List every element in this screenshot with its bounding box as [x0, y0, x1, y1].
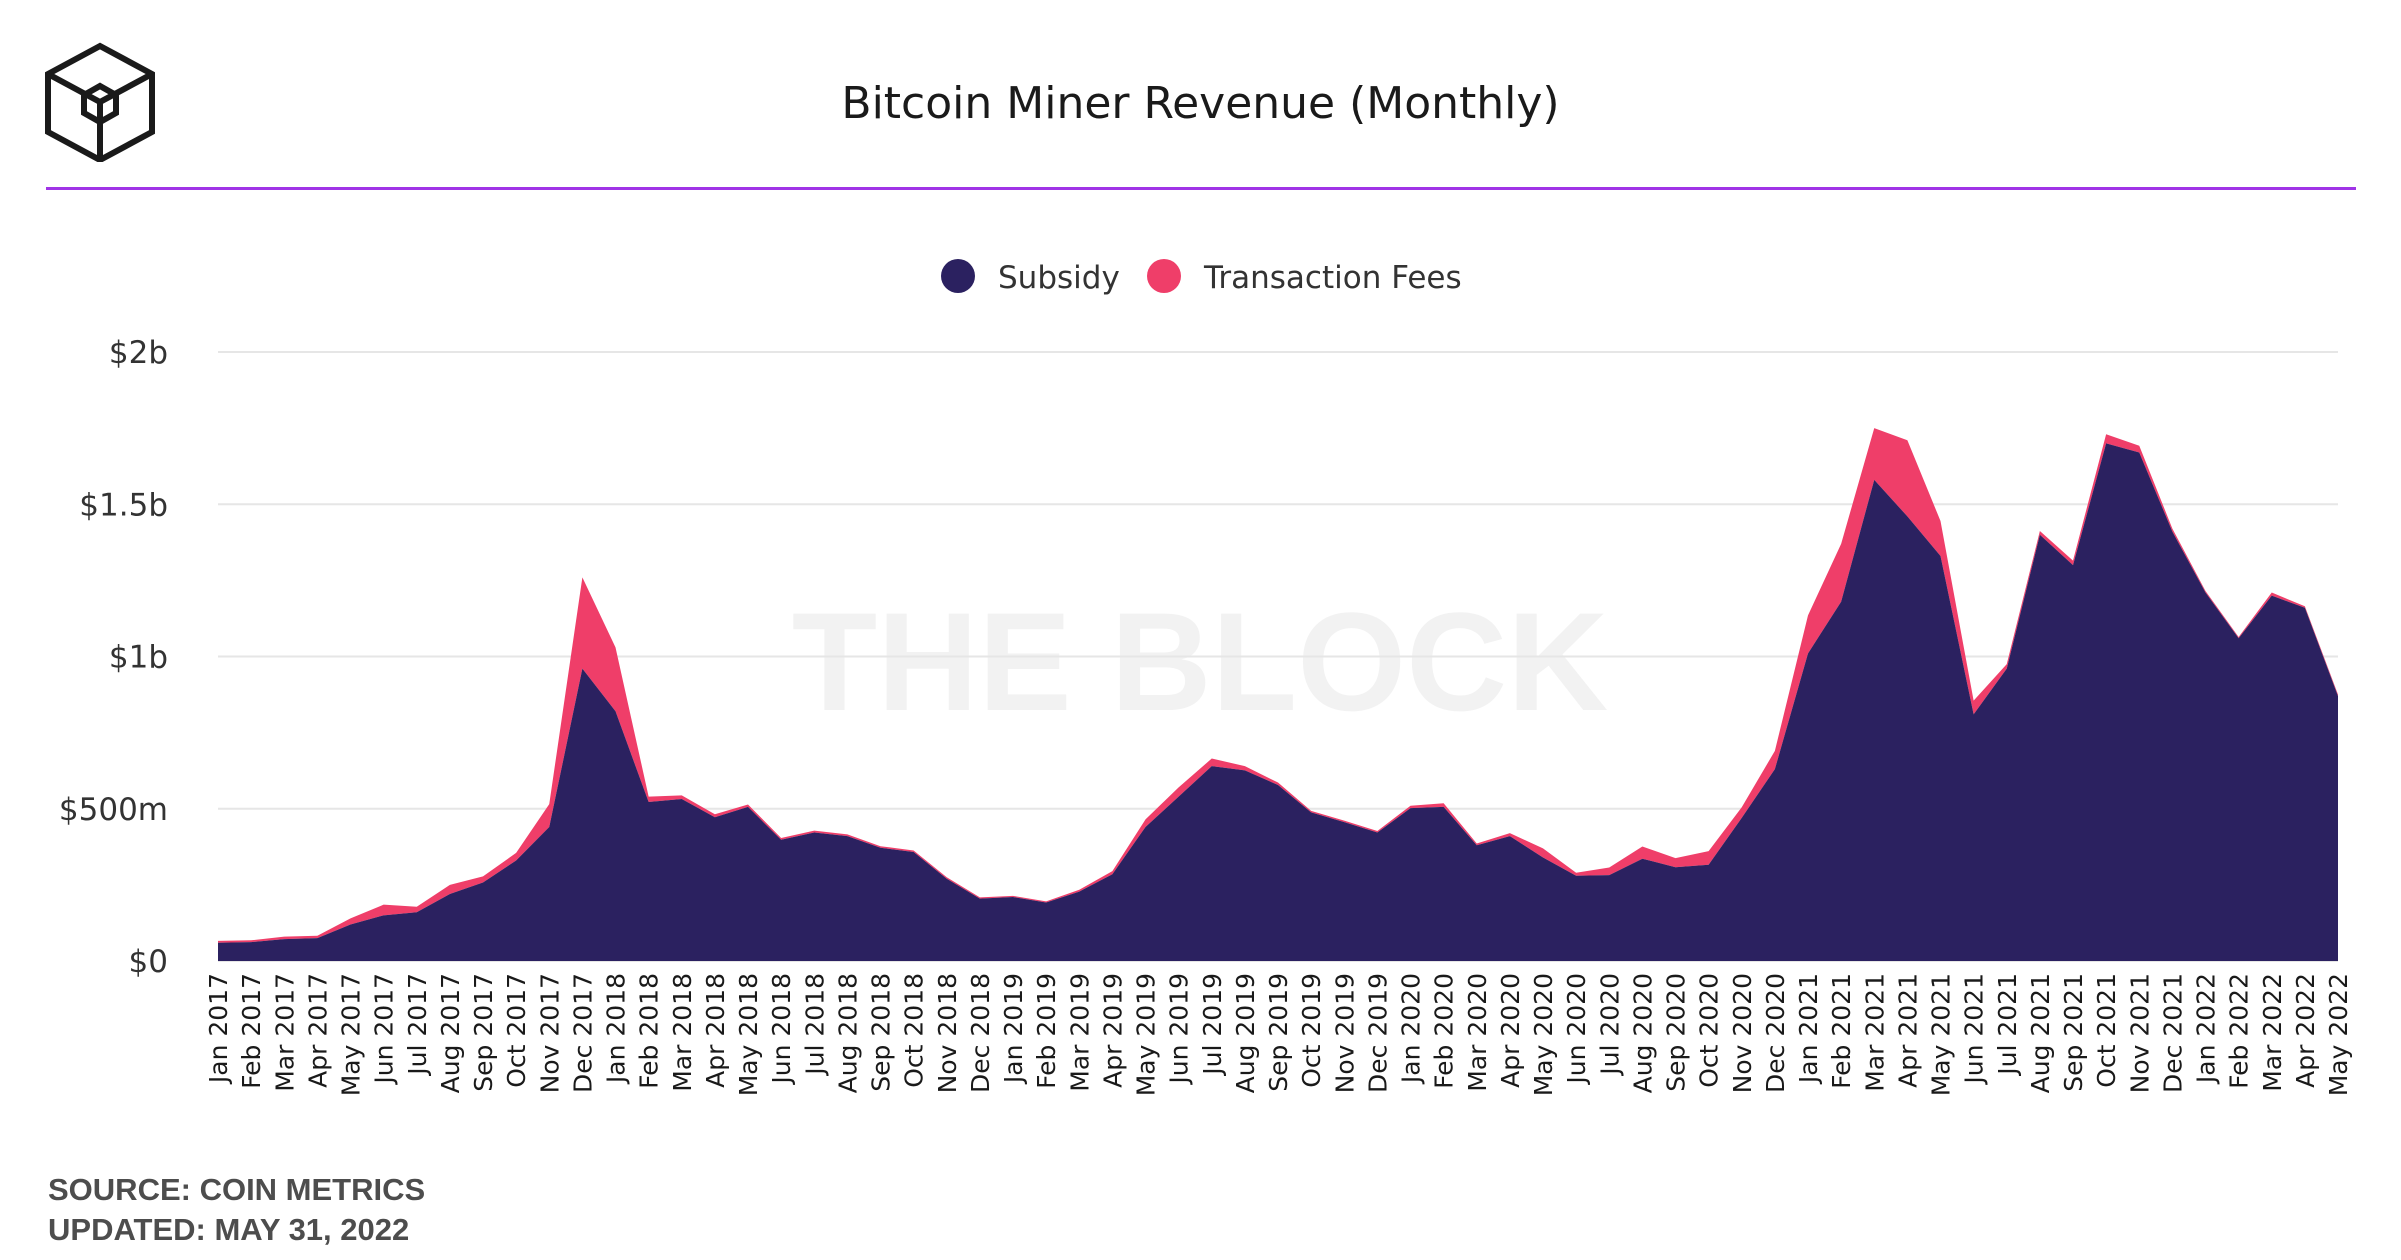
x-tick-label: Jan 2021 — [1794, 973, 1823, 1085]
x-tick-label: Aug 2020 — [1628, 973, 1657, 1093]
source-note: SOURCE: COIN METRICS — [48, 1172, 426, 1207]
x-tick-label: Dec 2020 — [1761, 973, 1790, 1093]
x-tick-label: Jan 2019 — [999, 973, 1028, 1085]
legend-label-subsidy: Subsidy — [998, 260, 1120, 296]
title-divider — [46, 187, 2356, 190]
x-tick-label: Mar 2019 — [1065, 973, 1094, 1092]
series-area-subsidy — [218, 443, 2338, 962]
x-axis: Jan 2017 Feb 2017 Mar 2017 Apr 2017 May 2017… — [204, 973, 2353, 1096]
footer: SOURCE: COIN METRICS UPDATED: MAY 31, 20… — [48, 1170, 425, 1250]
x-tick-label: Dec 2021 — [2158, 973, 2187, 1093]
x-tick-label: Apr 2020 — [1496, 973, 1525, 1088]
x-tick-label: Sep 2020 — [1662, 973, 1691, 1092]
x-tick-label: Sep 2021 — [2059, 973, 2088, 1092]
x-tick-label: Aug 2021 — [2026, 973, 2055, 1093]
x-tick-label: May 2020 — [1529, 973, 1558, 1096]
the-block-logo — [45, 42, 155, 162]
legend-label-fees: Transaction Fees — [1203, 260, 1462, 296]
y-tick-label: $1.5b — [79, 487, 168, 523]
plot-areas — [218, 428, 2338, 962]
x-tick-label: Oct 2021 — [2092, 973, 2121, 1088]
x-tick-label: May 2017 — [337, 973, 366, 1096]
x-tick-label: Jun 2020 — [1562, 973, 1591, 1086]
x-tick-label: Jan 2018 — [602, 973, 631, 1085]
x-tick-label: Feb 2020 — [1430, 973, 1459, 1089]
y-tick-label: $0 — [129, 944, 168, 980]
y-tick-label: $500m — [59, 792, 168, 828]
x-tick-label: Apr 2021 — [1893, 973, 1922, 1088]
x-tick-label: Jun 2019 — [1165, 973, 1194, 1086]
x-tick-label: Oct 2018 — [900, 973, 929, 1088]
x-tick-label: Oct 2019 — [1297, 973, 1326, 1088]
x-tick-label: Feb 2017 — [237, 973, 266, 1089]
x-tick-label: Feb 2022 — [2225, 973, 2254, 1089]
x-tick-label: Jul 2019 — [1198, 973, 1227, 1077]
x-tick-label: Sep 2017 — [469, 973, 498, 1092]
x-tick-label: Nov 2020 — [1728, 973, 1757, 1093]
x-tick-label: Nov 2021 — [2125, 973, 2154, 1093]
x-tick-label: Aug 2019 — [1231, 973, 1260, 1093]
watermark: THE BLOCK — [792, 583, 1609, 740]
y-axis: $0 $500m $1b $1.5b $2b — [59, 335, 168, 980]
x-tick-label: May 2021 — [1927, 973, 1956, 1096]
x-tick-label: Jul 2020 — [1595, 973, 1624, 1077]
legend-swatch-fees — [1147, 259, 1181, 293]
chart: THE BLOCK $0$500m$1b$1.5b$2b Jan 2017 Feb… — [59, 259, 2353, 1096]
x-tick-label: Apr 2017 — [303, 973, 332, 1088]
x-tick-label: Dec 2017 — [568, 973, 597, 1093]
x-tick-label: Jan 2017 — [204, 973, 233, 1085]
x-tick-label: Mar 2018 — [668, 973, 697, 1092]
legend-swatch-subsidy — [941, 259, 975, 293]
legend: Subsidy Transaction Fees — [941, 259, 1462, 296]
x-tick-label: Nov 2017 — [535, 973, 564, 1093]
x-tick-label: Jun 2021 — [1960, 973, 1989, 1086]
x-tick-label: Nov 2018 — [933, 973, 962, 1093]
x-tick-label: Jul 2021 — [1993, 973, 2022, 1077]
x-tick-label: Jun 2018 — [767, 973, 796, 1086]
x-tick-label: Mar 2021 — [1860, 973, 1889, 1092]
x-tick-label: Sep 2018 — [867, 973, 896, 1092]
x-tick-label: Mar 2022 — [2258, 973, 2287, 1092]
x-tick-label: Jan 2022 — [2192, 973, 2221, 1085]
x-tick-label: Jun 2017 — [370, 973, 399, 1086]
x-tick-label: Mar 2017 — [270, 973, 299, 1092]
x-tick-label: Oct 2020 — [1695, 973, 1724, 1088]
x-tick-label: Feb 2019 — [1032, 973, 1061, 1089]
updated-note: UPDATED: MAY 31, 2022 — [48, 1212, 410, 1247]
x-tick-label: Aug 2018 — [833, 973, 862, 1093]
x-tick-label: Apr 2019 — [1098, 973, 1127, 1088]
x-tick-label: May 2019 — [1132, 973, 1161, 1096]
x-tick-label: May 2022 — [2324, 973, 2353, 1096]
x-tick-label: Jan 2020 — [1397, 973, 1426, 1085]
y-tick-label: $1b — [109, 640, 168, 676]
x-tick-label: Feb 2018 — [635, 973, 664, 1089]
x-tick-label: Oct 2017 — [502, 973, 531, 1088]
x-tick-label: Mar 2020 — [1463, 973, 1492, 1092]
x-tick-label: May 2018 — [734, 973, 763, 1096]
x-tick-label: Feb 2021 — [1827, 973, 1856, 1089]
x-tick-label: Aug 2017 — [436, 973, 465, 1093]
x-tick-label: Apr 2022 — [2291, 973, 2320, 1088]
y-tick-label: $2b — [109, 335, 168, 371]
x-tick-label: Dec 2019 — [1363, 973, 1392, 1093]
x-tick-label: Jul 2017 — [403, 973, 432, 1077]
x-tick-label: Nov 2019 — [1330, 973, 1359, 1093]
x-tick-label: Apr 2018 — [701, 973, 730, 1088]
x-tick-label: Jul 2018 — [800, 973, 829, 1077]
x-tick-label: Dec 2018 — [966, 973, 995, 1093]
chart-title: Bitcoin Miner Revenue (Monthly) — [841, 78, 1560, 129]
x-tick-label: Sep 2019 — [1264, 973, 1293, 1092]
